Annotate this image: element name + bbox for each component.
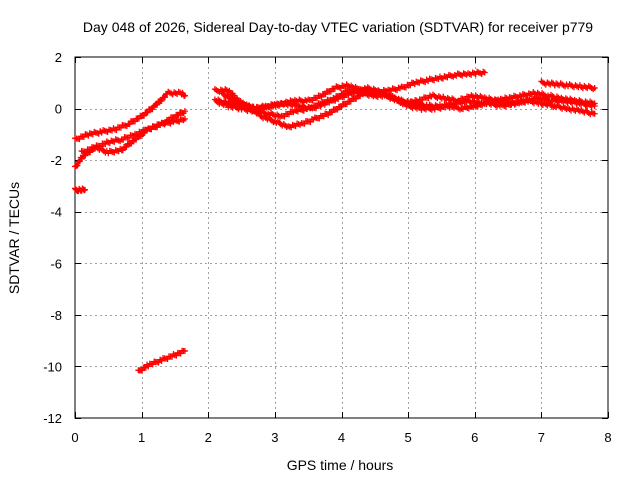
data-point <box>481 69 488 76</box>
data-point <box>343 101 350 108</box>
y-tick-label: -4 <box>50 205 62 220</box>
data-point <box>327 88 334 95</box>
x-axis-label: GPS time / hours <box>287 457 394 473</box>
data-point <box>144 109 151 116</box>
data-point <box>131 118 138 125</box>
data-point <box>82 152 89 159</box>
data-point <box>133 136 140 143</box>
data-point <box>181 115 188 122</box>
data-point <box>357 93 364 100</box>
plot-frame <box>74 56 609 419</box>
data-point <box>347 98 354 105</box>
axis-ticks <box>75 57 609 419</box>
data-point <box>181 108 188 115</box>
series-arc-1 <box>72 88 188 143</box>
data-point <box>78 155 85 162</box>
data-point <box>149 106 156 113</box>
data-point <box>338 103 345 110</box>
data-point <box>353 95 360 102</box>
data-points <box>72 68 598 374</box>
y-tick-label: 0 <box>55 102 62 117</box>
x-tick-label: 3 <box>271 430 278 445</box>
data-point <box>81 186 88 193</box>
data-point <box>161 94 168 101</box>
data-point <box>591 110 598 117</box>
y-tick-label: -6 <box>50 256 62 271</box>
data-point <box>138 133 145 140</box>
x-tick-label: 8 <box>604 430 611 445</box>
data-point <box>135 115 142 122</box>
data-point <box>141 129 148 136</box>
x-tick-label: 7 <box>538 430 545 445</box>
data-point <box>128 140 135 147</box>
y-tick-label: 2 <box>55 50 62 65</box>
x-tick-label: 0 <box>71 430 78 445</box>
series-arc-4 <box>72 185 88 195</box>
y-tick-label: -8 <box>50 308 62 323</box>
series-arc-5 <box>135 347 188 374</box>
data-point <box>318 94 325 101</box>
series-arc-3 <box>78 115 188 157</box>
data-point <box>591 102 598 109</box>
data-point <box>141 112 148 119</box>
data-point <box>74 162 81 169</box>
data-point <box>322 91 329 98</box>
data-point <box>158 97 165 104</box>
y-tick-label: -10 <box>43 359 62 374</box>
chart-title: Day 048 of 2026, Sidereal Day-to-day VTE… <box>83 19 593 35</box>
x-tick-label: 2 <box>205 430 212 445</box>
y-tick-label: -12 <box>43 411 62 426</box>
data-point <box>181 92 188 99</box>
x-tick-label: 1 <box>138 430 145 445</box>
y-tick-label: -2 <box>50 153 62 168</box>
x-tick-label: 4 <box>338 430 345 445</box>
data-point <box>154 101 161 108</box>
data-point <box>329 109 336 116</box>
x-tick-label: 5 <box>405 430 412 445</box>
data-point <box>334 106 341 113</box>
series-arc-10 <box>538 78 598 93</box>
x-tick-label: 6 <box>471 430 478 445</box>
data-point <box>126 121 133 128</box>
x-tick-labels: 0 1 2 3 4 5 6 7 8 <box>71 430 611 445</box>
data-point <box>362 90 369 97</box>
y-axis-label: SDTVAR / TECUs <box>6 182 22 294</box>
data-point <box>119 147 126 154</box>
data-point <box>591 84 598 91</box>
data-point <box>181 347 188 354</box>
y-tick-labels: 2 0 -2 -4 -6 -8 -10 -12 <box>43 50 62 426</box>
series-arc-9 <box>215 84 598 113</box>
data-point <box>123 143 130 150</box>
data-point <box>325 112 332 119</box>
